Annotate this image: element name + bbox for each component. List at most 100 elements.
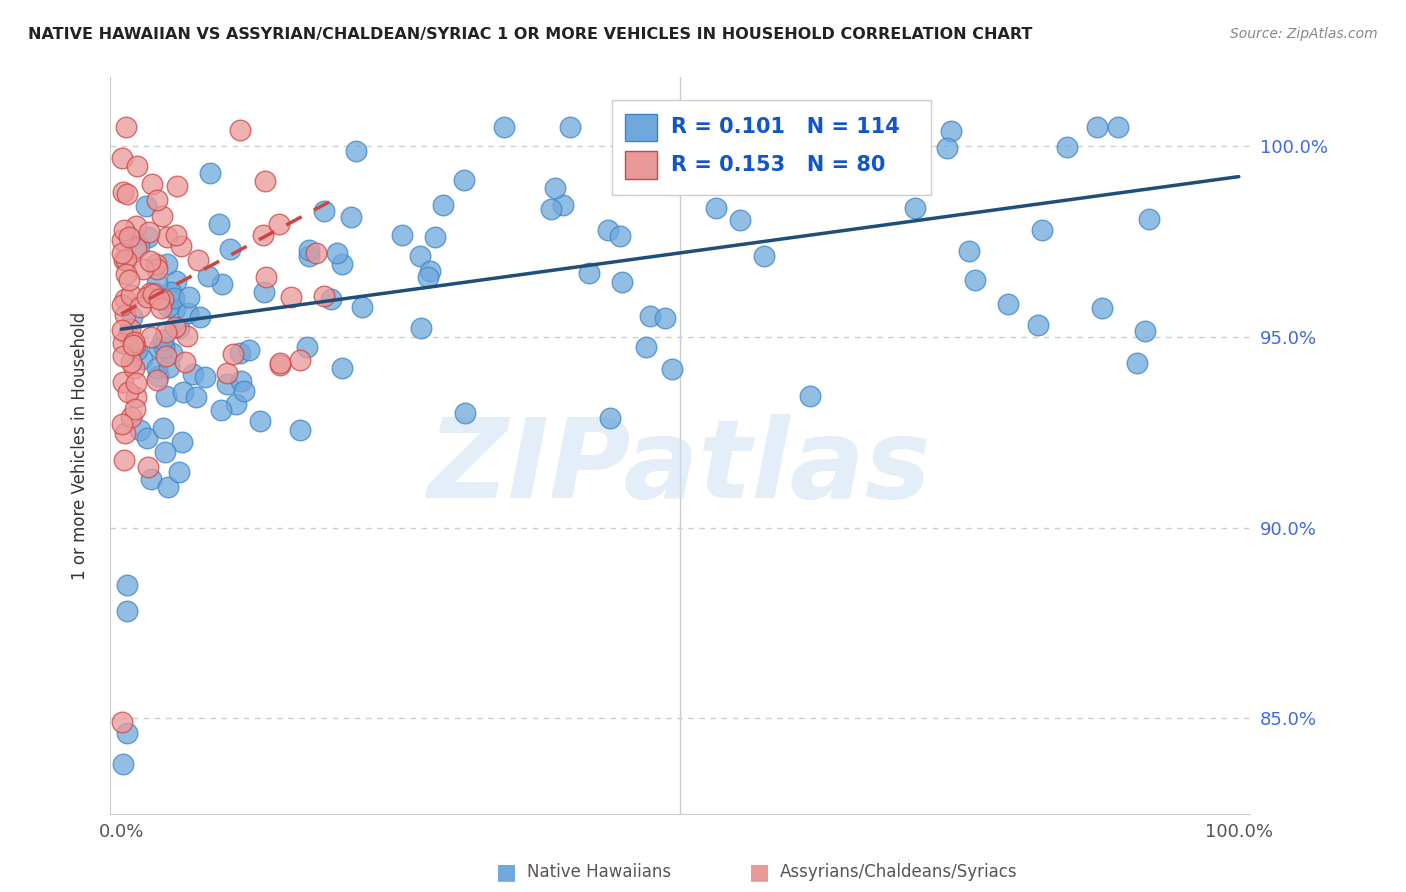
Point (120, 288, 142, 302)
Point (186, 390, 208, 404)
Point (997, 296, 1019, 310)
Point (654, 310, 676, 325)
Point (160, 345, 183, 359)
Point (936, 141, 959, 155)
Point (152, 333, 174, 347)
FancyBboxPatch shape (626, 151, 657, 179)
Point (156, 230, 179, 244)
Point (799, 388, 821, 402)
Point (217, 366, 239, 380)
Point (125, 241, 148, 255)
Point (229, 374, 252, 388)
Point (269, 356, 291, 370)
Point (215, 376, 238, 391)
Point (939, 124, 962, 138)
Point (146, 276, 169, 290)
Point (312, 203, 335, 218)
Point (157, 301, 180, 315)
Point (124, 334, 146, 349)
Point (218, 242, 240, 256)
Point (150, 301, 173, 315)
Point (957, 244, 980, 258)
Point (152, 292, 174, 306)
Point (141, 330, 163, 344)
Point (194, 370, 217, 384)
Point (111, 417, 134, 431)
Point (146, 262, 169, 277)
Point (165, 274, 187, 288)
Point (179, 290, 201, 304)
Point (454, 406, 477, 420)
Point (411, 321, 433, 335)
Point (111, 714, 134, 729)
Point (125, 343, 148, 357)
Point (544, 180, 567, 194)
Text: ZIPatlas: ZIPatlas (429, 414, 932, 521)
Point (596, 223, 619, 237)
Point (233, 384, 256, 399)
Point (114, 425, 136, 440)
Point (551, 198, 574, 212)
Point (170, 239, 193, 253)
Point (728, 212, 751, 227)
Point (254, 270, 277, 285)
Point (111, 246, 134, 260)
Point (112, 757, 135, 772)
Point (115, 267, 138, 281)
Point (155, 388, 177, 402)
Point (207, 217, 229, 231)
Point (121, 338, 143, 352)
Point (138, 254, 160, 268)
Point (121, 410, 143, 425)
Point (418, 270, 440, 285)
Point (326, 245, 349, 260)
Point (181, 367, 204, 381)
Text: ■: ■ (496, 863, 516, 882)
Point (124, 337, 146, 351)
Point (1137, 212, 1160, 227)
Point (118, 230, 141, 244)
Point (152, 421, 174, 435)
Point (319, 292, 342, 306)
Point (197, 269, 219, 284)
Text: NATIVE HAWAIIAN VS ASSYRIAN/CHALDEAN/SYRIAC 1 OR MORE VEHICLES IN HOUSEHOLD CORR: NATIVE HAWAIIAN VS ASSYRIAN/CHALDEAN/SYR… (28, 27, 1032, 42)
Point (661, 362, 683, 376)
Point (330, 360, 353, 375)
FancyBboxPatch shape (612, 100, 931, 195)
Point (111, 323, 134, 337)
Point (704, 201, 727, 215)
Point (153, 445, 176, 459)
Point (699, 140, 721, 154)
Point (176, 329, 198, 343)
Point (112, 223, 135, 237)
Point (252, 228, 274, 243)
Point (609, 228, 631, 243)
Point (143, 286, 166, 301)
Point (112, 453, 135, 467)
Point (295, 340, 318, 354)
Point (117, 328, 139, 343)
Point (298, 249, 321, 263)
Point (112, 349, 135, 363)
Point (125, 376, 148, 390)
Point (238, 343, 260, 358)
Point (1125, 356, 1147, 370)
Point (114, 308, 136, 322)
Point (409, 249, 432, 263)
Point (693, 149, 716, 163)
Point (124, 390, 146, 404)
Point (172, 384, 194, 399)
Point (187, 253, 209, 268)
Point (167, 320, 190, 334)
Point (153, 340, 176, 354)
Point (112, 375, 135, 389)
Point (135, 199, 157, 213)
Point (225, 397, 247, 411)
Point (253, 174, 276, 188)
Point (165, 227, 187, 242)
Point (148, 292, 170, 306)
Point (111, 298, 134, 312)
Point (1085, 120, 1108, 134)
Point (1091, 301, 1114, 315)
Point (122, 360, 145, 375)
